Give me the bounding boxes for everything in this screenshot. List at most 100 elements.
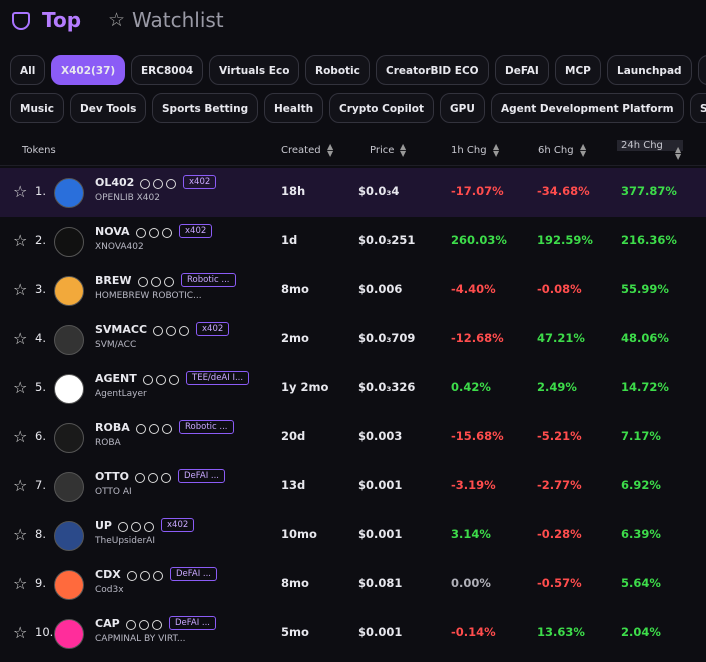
created: 20d bbox=[281, 429, 306, 443]
social-icon[interactable] bbox=[166, 326, 176, 336]
token-symbol: UP bbox=[95, 519, 112, 532]
token-avatar bbox=[54, 619, 84, 649]
created: 2mo bbox=[281, 331, 309, 345]
filter-chip[interactable]: DeFAI bbox=[495, 55, 549, 85]
social-icon[interactable] bbox=[162, 424, 172, 434]
filter-chip[interactable]: ERC8004 bbox=[131, 55, 204, 85]
change-6h: -34.68% bbox=[537, 184, 590, 198]
token-symbol: CAP bbox=[95, 617, 120, 630]
column-header[interactable]: Price bbox=[370, 145, 395, 156]
social-icon[interactable] bbox=[140, 179, 150, 189]
token-avatar bbox=[54, 521, 84, 551]
filter-chip[interactable]: Sports Betting bbox=[152, 93, 259, 123]
social-icon[interactable] bbox=[153, 571, 163, 581]
token-tag[interactable]: x402 bbox=[179, 224, 213, 238]
filter-chip[interactable]: Crypto Copilot bbox=[329, 93, 434, 123]
token-symbol: OTTO bbox=[95, 470, 129, 483]
social-icon[interactable] bbox=[143, 375, 153, 385]
social-icon[interactable] bbox=[136, 228, 146, 238]
sort-icon[interactable]: ▲ ▼ bbox=[327, 142, 334, 158]
token-tag[interactable]: TEE/deAI I... bbox=[186, 371, 250, 385]
watch-star[interactable]: ☆ bbox=[13, 525, 28, 544]
filter-chip[interactable]: Music bbox=[10, 93, 64, 123]
social-icon[interactable] bbox=[169, 375, 179, 385]
rank: 3. bbox=[35, 282, 46, 296]
filter-chip[interactable]: Believe.App bbox=[698, 55, 706, 85]
change-24h: 7.17% bbox=[621, 429, 661, 443]
watch-star[interactable]: ☆ bbox=[13, 574, 28, 593]
social-icon[interactable] bbox=[166, 179, 176, 189]
social-icon[interactable] bbox=[126, 620, 136, 630]
filter-chip[interactable]: Swarm bbox=[690, 93, 706, 123]
filter-chip[interactable]: Launchpad bbox=[607, 55, 692, 85]
watch-star[interactable]: ☆ bbox=[13, 476, 28, 495]
social-icon[interactable] bbox=[153, 179, 163, 189]
token-tag[interactable]: x402 bbox=[196, 322, 230, 336]
social-icon[interactable] bbox=[138, 277, 148, 287]
filter-chip[interactable]: GPU bbox=[440, 93, 485, 123]
rank: 2. bbox=[35, 233, 46, 247]
social-icon[interactable] bbox=[144, 522, 154, 532]
filter-chip[interactable]: Health bbox=[264, 93, 324, 123]
tab-watchlist[interactable]: Watchlist bbox=[132, 8, 224, 32]
social-icon[interactable] bbox=[148, 473, 158, 483]
token-tag[interactable]: DeFAI ... bbox=[178, 469, 226, 483]
sort-icon[interactable]: ▲ ▼ bbox=[675, 145, 682, 161]
social-icon[interactable] bbox=[131, 522, 141, 532]
social-icon[interactable] bbox=[136, 424, 146, 434]
social-icon[interactable] bbox=[118, 522, 128, 532]
change-24h: 55.99% bbox=[621, 282, 669, 296]
social-icon[interactable] bbox=[179, 326, 189, 336]
filter-chip[interactable]: MCP bbox=[555, 55, 601, 85]
filter-chip[interactable]: Robotic bbox=[305, 55, 370, 85]
token-row[interactable] bbox=[0, 168, 706, 217]
social-icon[interactable] bbox=[139, 620, 149, 630]
token-tag[interactable]: Robotic ... bbox=[181, 273, 236, 287]
watch-star[interactable]: ☆ bbox=[13, 427, 28, 446]
social-icon[interactable] bbox=[149, 228, 159, 238]
social-icon[interactable] bbox=[156, 375, 166, 385]
token-tag[interactable]: DeFAI ... bbox=[169, 616, 217, 630]
social-icon[interactable] bbox=[149, 424, 159, 434]
watch-star[interactable]: ☆ bbox=[13, 329, 28, 348]
social-icon[interactable] bbox=[162, 228, 172, 238]
social-icon[interactable] bbox=[140, 571, 150, 581]
column-header[interactable]: 24h Chg bbox=[617, 140, 683, 151]
social-icon[interactable] bbox=[164, 277, 174, 287]
sort-icon[interactable]: ▲ ▼ bbox=[580, 142, 587, 158]
change-24h: 5.64% bbox=[621, 576, 661, 590]
social-icon[interactable] bbox=[153, 326, 163, 336]
social-icon[interactable] bbox=[161, 473, 171, 483]
filter-chip[interactable]: X402(37) bbox=[51, 55, 126, 85]
social-icon[interactable] bbox=[135, 473, 145, 483]
filter-chip[interactable]: Dev Tools bbox=[70, 93, 147, 123]
token-tag[interactable]: x402 bbox=[161, 518, 195, 532]
filter-chip[interactable]: Virtuals Eco bbox=[209, 55, 300, 85]
token-tag[interactable]: DeFAI ... bbox=[170, 567, 218, 581]
watch-star[interactable]: ☆ bbox=[13, 378, 28, 397]
watch-star[interactable]: ☆ bbox=[13, 623, 28, 642]
sort-icon[interactable]: ▲ ▼ bbox=[400, 142, 407, 158]
watch-star[interactable]: ☆ bbox=[13, 231, 28, 250]
created: 13d bbox=[281, 478, 306, 492]
social-icon[interactable] bbox=[127, 571, 137, 581]
token-tag[interactable]: x402 bbox=[183, 175, 217, 189]
column-header[interactable]: Created bbox=[281, 145, 321, 156]
social-icon[interactable] bbox=[151, 277, 161, 287]
watch-star[interactable]: ☆ bbox=[13, 182, 28, 201]
sort-icon[interactable]: ▲ ▼ bbox=[493, 142, 500, 158]
filter-chip[interactable]: CreatorBID ECO bbox=[376, 55, 489, 85]
price: $0.001 bbox=[358, 527, 403, 541]
token-symbol: NOVA bbox=[95, 225, 130, 238]
filter-chip[interactable]: Agent Development Platform bbox=[491, 93, 684, 123]
filter-chip[interactable]: All bbox=[10, 55, 46, 85]
token-tag[interactable]: Robotic ... bbox=[179, 420, 234, 434]
token-avatar bbox=[54, 472, 84, 502]
watch-star[interactable]: ☆ bbox=[13, 280, 28, 299]
social-icon[interactable] bbox=[152, 620, 162, 630]
tab-top[interactable]: Top bbox=[42, 8, 82, 32]
divider bbox=[0, 165, 706, 166]
column-header[interactable]: 6h Chg bbox=[538, 145, 574, 156]
token-symbol: BREW bbox=[95, 274, 132, 287]
column-header[interactable]: 1h Chg bbox=[451, 145, 487, 156]
